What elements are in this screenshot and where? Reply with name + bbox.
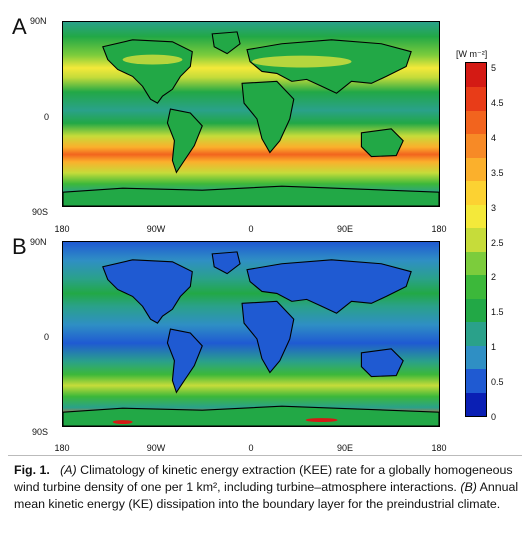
panel-b-letter: B — [12, 234, 27, 259]
colorbar-swatch — [466, 133, 486, 158]
colorbar-tick-label: 0 — [491, 412, 497, 422]
panel-b-lon-90e: 90E — [336, 443, 354, 453]
panel-b-lat-bot: 90S — [32, 427, 49, 437]
colorbar-tick-label: 1 — [491, 342, 497, 353]
panel-a-lon-90e: 90E — [336, 224, 354, 234]
colorbar-swatch — [466, 227, 486, 252]
colorbar-tick-label: 0.5 — [491, 377, 504, 388]
colorbar-tick-label: 2.5 — [491, 237, 504, 248]
panel-a-lon-90w: 90W — [146, 224, 166, 234]
panel-a-lon-180w: 180 — [54, 224, 70, 234]
colorbar-tick-label: 5 — [491, 63, 497, 73]
colorbar-tick-label: 4 — [491, 132, 497, 143]
panel-b-lon-180e: 180 — [431, 443, 447, 453]
caption-rule — [8, 455, 522, 456]
panel-a-letter: A — [12, 14, 27, 39]
panel-a-lat-mid: 0 — [44, 112, 50, 122]
caption-part-a-letter: (A) — [60, 463, 77, 477]
panel-a-lon-180e: 180 — [431, 224, 447, 234]
panel-b-map — [62, 241, 440, 427]
caption-part-b-letter: (B) — [460, 480, 477, 494]
colorbar-swatch — [466, 157, 486, 182]
colorbar-swatch — [466, 274, 486, 299]
colorbar-swatch — [466, 86, 486, 111]
colorbar-swatch — [466, 298, 486, 323]
colorbar-swatch — [466, 345, 486, 370]
panel-b-lon-0: 0 — [248, 443, 254, 453]
colorbar-tick-label: 3 — [491, 202, 497, 213]
colorbar-tick-label: 4.5 — [491, 97, 504, 108]
colorbar-swatch — [466, 110, 486, 135]
colorbar-swatch — [466, 251, 486, 276]
panel-b-lon-180w: 180 — [54, 443, 70, 453]
caption-label: Fig. 1. — [14, 463, 50, 477]
colorbar-swatch — [466, 204, 486, 229]
figure-caption: Fig. 1. (A) Climatology of kinetic energ… — [14, 462, 519, 513]
colorbar — [465, 62, 487, 417]
colorbar-unit: [W m⁻²] — [456, 49, 488, 59]
panel-a-lat-top: 90N — [30, 16, 47, 26]
colorbar-swatch — [466, 63, 486, 88]
colorbar-swatch — [466, 321, 486, 346]
caption-part-b-text: Annual mean kinetic energy (KE) dissipat… — [14, 480, 519, 511]
panel-a-lat-bot: 90S — [32, 207, 49, 217]
panel-b-lat-top: 90N — [30, 237, 47, 247]
panel-b-lon-90w: 90W — [146, 443, 166, 453]
colorbar-swatch — [466, 392, 486, 417]
panel-a-lon-0: 0 — [248, 224, 254, 234]
colorbar-tick-label: 2 — [491, 272, 497, 283]
colorbar-tick-label: 1.5 — [491, 307, 504, 318]
panel-a-map — [62, 21, 440, 207]
colorbar-swatch — [466, 180, 486, 205]
colorbar-swatch — [466, 368, 486, 393]
panel-b-lat-mid: 0 — [44, 332, 50, 342]
caption-part-a-text: Climatology of kinetic energy extraction… — [14, 463, 513, 494]
colorbar-tick-label: 3.5 — [491, 167, 504, 178]
